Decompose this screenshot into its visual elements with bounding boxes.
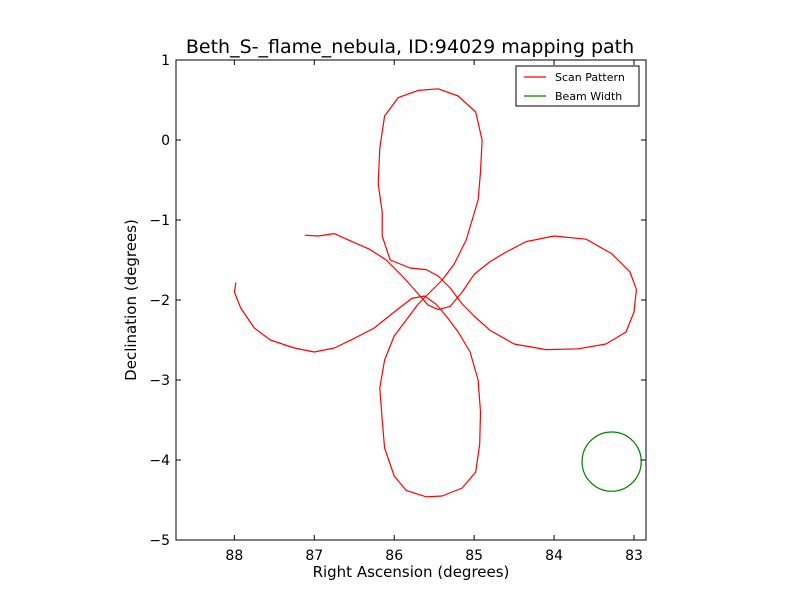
y-tick-label: −5: [149, 533, 170, 549]
series-beam-width: [581, 431, 642, 492]
x-tick-label: 84: [545, 548, 563, 564]
chart-title: Beth_S-_flame_nebula, ID:94029 mapping p…: [186, 36, 634, 58]
legend-label-scan-pattern: Scan Pattern: [555, 71, 625, 84]
legend-box: [515, 65, 640, 107]
y-axis-title: Declination (degrees): [122, 219, 140, 381]
legend: Scan Pattern Beam Width: [515, 65, 640, 107]
series-scan-pattern: [233, 88, 637, 498]
y-tick-label: 1: [161, 53, 170, 69]
y-tick-label: −2: [149, 293, 170, 309]
x-axis-title: Right Ascension (degrees): [313, 563, 510, 581]
y-tick-label: −4: [149, 453, 170, 469]
y-tick-label: 0: [161, 133, 170, 149]
legend-label-beam-width: Beam Width: [555, 90, 622, 103]
x-tick-label: 83: [625, 548, 643, 564]
plot-area: [176, 60, 646, 540]
plot-frame: [175, 59, 647, 541]
x-tick-label: 87: [305, 548, 323, 564]
y-tick-label: −1: [149, 213, 170, 229]
x-tick-label: 86: [385, 548, 403, 564]
x-tick-label: 88: [225, 548, 243, 564]
y-tick-label: −3: [149, 373, 170, 389]
x-tick-label: 85: [465, 548, 483, 564]
